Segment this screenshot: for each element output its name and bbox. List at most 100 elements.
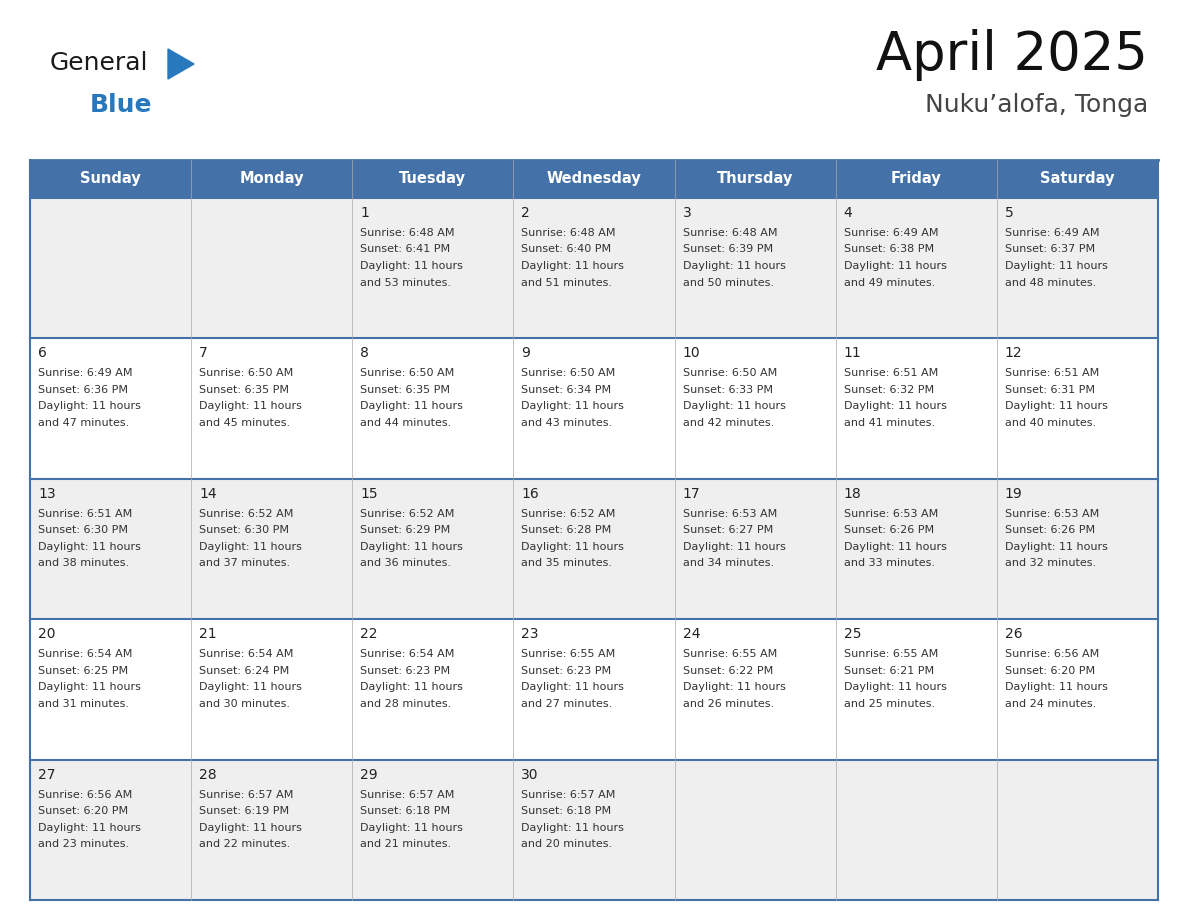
Text: 17: 17 xyxy=(683,487,700,501)
Text: Daylight: 11 hours: Daylight: 11 hours xyxy=(360,401,463,411)
Text: and 22 minutes.: and 22 minutes. xyxy=(200,839,290,849)
Text: and 49 minutes.: and 49 minutes. xyxy=(843,277,935,287)
Bar xyxy=(675,759,835,900)
Text: Daylight: 11 hours: Daylight: 11 hours xyxy=(1005,682,1107,692)
Text: 8: 8 xyxy=(360,346,369,361)
Text: Saturday: Saturday xyxy=(1041,172,1114,186)
Polygon shape xyxy=(168,49,194,79)
Bar xyxy=(675,160,835,198)
Text: Friday: Friday xyxy=(891,172,942,186)
Bar xyxy=(835,160,997,198)
Text: Sunrise: 6:49 AM: Sunrise: 6:49 AM xyxy=(843,228,939,238)
Text: Daylight: 11 hours: Daylight: 11 hours xyxy=(38,823,141,833)
Bar xyxy=(835,620,997,759)
Text: Sunrise: 6:50 AM: Sunrise: 6:50 AM xyxy=(200,368,293,378)
Text: Sunset: 6:28 PM: Sunset: 6:28 PM xyxy=(522,525,612,535)
Text: 26: 26 xyxy=(1005,627,1023,641)
Text: Daylight: 11 hours: Daylight: 11 hours xyxy=(843,261,947,271)
Bar xyxy=(513,759,675,900)
Bar xyxy=(835,339,997,479)
Text: and 44 minutes.: and 44 minutes. xyxy=(360,418,451,428)
Text: Sunrise: 6:54 AM: Sunrise: 6:54 AM xyxy=(200,649,293,659)
Text: and 21 minutes.: and 21 minutes. xyxy=(360,839,451,849)
Text: Daylight: 11 hours: Daylight: 11 hours xyxy=(38,682,141,692)
Text: and 30 minutes.: and 30 minutes. xyxy=(200,699,290,709)
Bar xyxy=(353,198,513,339)
Bar xyxy=(191,479,353,620)
Text: Sunrise: 6:51 AM: Sunrise: 6:51 AM xyxy=(1005,368,1099,378)
Text: Sunset: 6:37 PM: Sunset: 6:37 PM xyxy=(1005,244,1095,254)
Text: Thursday: Thursday xyxy=(716,172,794,186)
Text: Sunset: 6:23 PM: Sunset: 6:23 PM xyxy=(360,666,450,676)
Text: Sunrise: 6:57 AM: Sunrise: 6:57 AM xyxy=(360,789,455,800)
Text: Sunrise: 6:54 AM: Sunrise: 6:54 AM xyxy=(360,649,455,659)
Text: Sunset: 6:23 PM: Sunset: 6:23 PM xyxy=(522,666,612,676)
Text: 28: 28 xyxy=(200,767,216,781)
Text: Sunset: 6:25 PM: Sunset: 6:25 PM xyxy=(38,666,128,676)
Bar xyxy=(353,160,513,198)
Text: 25: 25 xyxy=(843,627,861,641)
Text: and 53 minutes.: and 53 minutes. xyxy=(360,277,451,287)
Text: Daylight: 11 hours: Daylight: 11 hours xyxy=(843,401,947,411)
Text: Tuesday: Tuesday xyxy=(399,172,467,186)
Bar xyxy=(353,479,513,620)
Text: 6: 6 xyxy=(38,346,46,361)
Text: Sunset: 6:21 PM: Sunset: 6:21 PM xyxy=(843,666,934,676)
Text: and 28 minutes.: and 28 minutes. xyxy=(360,699,451,709)
Bar xyxy=(513,198,675,339)
Text: 4: 4 xyxy=(843,206,853,220)
Text: Sunrise: 6:56 AM: Sunrise: 6:56 AM xyxy=(38,789,132,800)
Text: Sunset: 6:36 PM: Sunset: 6:36 PM xyxy=(38,385,128,395)
Text: Sunrise: 6:54 AM: Sunrise: 6:54 AM xyxy=(38,649,132,659)
Text: and 38 minutes.: and 38 minutes. xyxy=(38,558,129,568)
Bar xyxy=(513,339,675,479)
Text: 21: 21 xyxy=(200,627,216,641)
Text: and 41 minutes.: and 41 minutes. xyxy=(843,418,935,428)
Text: 22: 22 xyxy=(360,627,378,641)
Text: 18: 18 xyxy=(843,487,861,501)
Text: and 43 minutes.: and 43 minutes. xyxy=(522,418,613,428)
Text: and 45 minutes.: and 45 minutes. xyxy=(200,418,290,428)
Text: April 2025: April 2025 xyxy=(876,29,1148,81)
Text: 3: 3 xyxy=(683,206,691,220)
Text: Sunrise: 6:49 AM: Sunrise: 6:49 AM xyxy=(38,368,133,378)
Text: Sunrise: 6:50 AM: Sunrise: 6:50 AM xyxy=(360,368,455,378)
Text: 2: 2 xyxy=(522,206,530,220)
Text: and 31 minutes.: and 31 minutes. xyxy=(38,699,129,709)
Text: Sunset: 6:26 PM: Sunset: 6:26 PM xyxy=(843,525,934,535)
Text: Sunset: 6:22 PM: Sunset: 6:22 PM xyxy=(683,666,773,676)
Bar xyxy=(191,759,353,900)
Bar xyxy=(675,198,835,339)
Text: Sunset: 6:18 PM: Sunset: 6:18 PM xyxy=(360,806,450,816)
Bar xyxy=(30,759,191,900)
Text: Nuku’alofa, Tonga: Nuku’alofa, Tonga xyxy=(924,93,1148,117)
Text: and 36 minutes.: and 36 minutes. xyxy=(360,558,451,568)
Text: and 42 minutes.: and 42 minutes. xyxy=(683,418,773,428)
Bar xyxy=(353,339,513,479)
Text: Sunrise: 6:51 AM: Sunrise: 6:51 AM xyxy=(38,509,132,519)
Text: Daylight: 11 hours: Daylight: 11 hours xyxy=(843,682,947,692)
Text: Sunset: 6:27 PM: Sunset: 6:27 PM xyxy=(683,525,773,535)
Bar xyxy=(513,479,675,620)
Text: Daylight: 11 hours: Daylight: 11 hours xyxy=(522,823,625,833)
Text: Sunrise: 6:57 AM: Sunrise: 6:57 AM xyxy=(200,789,293,800)
Text: and 23 minutes.: and 23 minutes. xyxy=(38,839,129,849)
Text: Sunset: 6:40 PM: Sunset: 6:40 PM xyxy=(522,244,612,254)
Text: Sunset: 6:26 PM: Sunset: 6:26 PM xyxy=(1005,525,1095,535)
Text: 24: 24 xyxy=(683,627,700,641)
Text: 16: 16 xyxy=(522,487,539,501)
Text: Daylight: 11 hours: Daylight: 11 hours xyxy=(1005,261,1107,271)
Bar xyxy=(191,198,353,339)
Bar xyxy=(353,620,513,759)
Bar xyxy=(835,479,997,620)
Text: Daylight: 11 hours: Daylight: 11 hours xyxy=(200,542,302,552)
Bar xyxy=(835,198,997,339)
Text: Daylight: 11 hours: Daylight: 11 hours xyxy=(200,823,302,833)
Text: Sunset: 6:38 PM: Sunset: 6:38 PM xyxy=(843,244,934,254)
Text: and 34 minutes.: and 34 minutes. xyxy=(683,558,773,568)
Text: 9: 9 xyxy=(522,346,530,361)
Text: Sunset: 6:18 PM: Sunset: 6:18 PM xyxy=(522,806,612,816)
Text: Daylight: 11 hours: Daylight: 11 hours xyxy=(522,682,625,692)
Text: Daylight: 11 hours: Daylight: 11 hours xyxy=(683,682,785,692)
Text: Sunday: Sunday xyxy=(81,172,141,186)
